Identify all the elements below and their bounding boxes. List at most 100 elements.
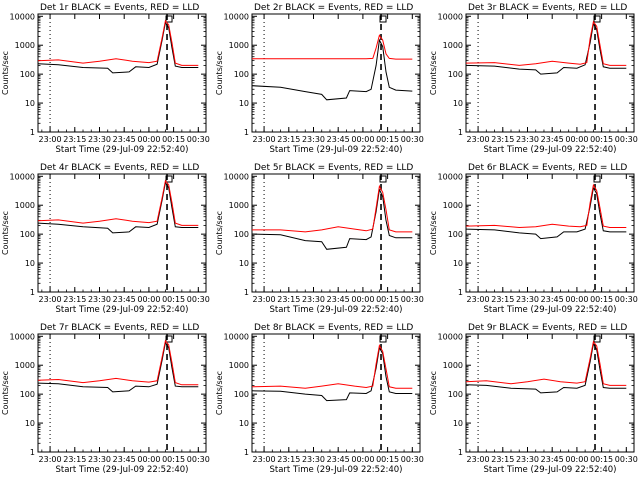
panel-title: Det 3r BLACK = Events, RED = LLD (468, 3, 627, 13)
x-tick-label: 00:00 (565, 135, 588, 144)
panel-title: Det 4r BLACK = Events, RED = LLD (40, 163, 199, 173)
x-tick-label: 23:15 (63, 135, 86, 144)
y-tick-label: 1 (30, 128, 35, 137)
x-tick-label: 00:15 (590, 295, 613, 304)
y-tick-label: 1 (458, 128, 463, 137)
peak-marker-box (165, 335, 173, 343)
x-tick-label: 23:15 (491, 135, 514, 144)
y-tick-label: 100 (234, 70, 249, 79)
x-tick-label: 23:00 (253, 135, 276, 144)
y-axis-label: Counts/sec (1, 51, 10, 95)
series-events-line (37, 341, 199, 393)
series-events-line (465, 22, 627, 75)
x-tick-label: 00:30 (187, 455, 210, 464)
y-tick-label: 100 (234, 390, 249, 399)
x-tick-label: 23:00 (467, 455, 490, 464)
plot-frame (465, 173, 635, 293)
series-lld-line (37, 179, 199, 226)
x-tick-label: 00:00 (351, 295, 374, 304)
x-axis-label: Start Time (29-Jul-09 22:52:40) (56, 305, 189, 315)
panel-det-3: Det 3r BLACK = Events, RED = LLD 1 10 100 10… (429, 3, 638, 155)
x-tick-label: 23:15 (277, 455, 300, 464)
series-lld-line (465, 20, 627, 66)
panel-title: Det 9r BLACK = Events, RED = LLD (468, 323, 627, 333)
y-tick-label: 100 (448, 390, 463, 399)
series-events-line (37, 21, 199, 74)
y-tick-label: 10 (239, 259, 249, 268)
y-tick-label: 100 (234, 230, 249, 239)
x-tick-label: 00:15 (590, 135, 613, 144)
x-tick-label: 23:45 (113, 135, 136, 144)
x-tick-label: 23:45 (113, 295, 136, 304)
panel-det-6: Det 6r BLACK = Events, RED = LLD 1 10 100 10… (429, 163, 638, 315)
y-tick-label: 1 (30, 448, 35, 457)
x-tick-label: 23:15 (63, 295, 86, 304)
x-tick-label: 23:45 (327, 455, 350, 464)
x-tick-label: 23:00 (39, 135, 62, 144)
y-tick-label: 1000 (15, 201, 35, 210)
x-tick-label: 23:00 (467, 295, 490, 304)
panel-title: Det 7r BLACK = Events, RED = LLD (40, 323, 199, 333)
x-tick-label: 00:15 (590, 455, 613, 464)
peak-marker-box (165, 15, 173, 23)
x-axis-label: Start Time (29-Jul-09 22:52:40) (270, 305, 403, 315)
y-tick-label: 10 (453, 259, 463, 268)
x-tick-label: 23:45 (327, 295, 350, 304)
x-axis-label: Start Time (29-Jul-09 22:52:40) (484, 305, 617, 315)
y-tick-label: 10 (453, 419, 463, 428)
y-tick-label: 1 (244, 288, 249, 297)
y-tick-label: 100 (20, 230, 35, 239)
x-tick-label: 23:15 (277, 135, 300, 144)
x-axis-label: Start Time (29-Jul-09 22:52:40) (56, 145, 189, 155)
panel-det-9: Det 9r BLACK = Events, RED = LLD 1 10 100 10… (429, 323, 638, 475)
x-tick-label: 00:00 (565, 455, 588, 464)
x-tick-label: 23:00 (467, 135, 490, 144)
series-events-line (37, 181, 199, 234)
panel-title: Det 2r BLACK = Events, RED = LLD (254, 3, 413, 13)
y-tick-label: 10000 (10, 332, 35, 341)
x-tick-label: 00:00 (137, 295, 160, 304)
panel-title: Det 6r BLACK = Events, RED = LLD (468, 163, 627, 173)
x-tick-label: 00:00 (137, 455, 160, 464)
y-tick-label: 10 (453, 99, 463, 108)
x-tick-label: 23:15 (63, 455, 86, 464)
y-tick-label: 1000 (15, 361, 35, 370)
x-tick-label: 23:00 (39, 455, 62, 464)
x-tick-label: 00:30 (401, 135, 424, 144)
y-axis-label: Counts/sec (215, 211, 224, 255)
panel-det-2: Det 2r BLACK = Events, RED = LLD 1 10 100 10… (215, 3, 424, 155)
x-tick-label: 23:30 (88, 295, 111, 304)
x-tick-label: 23:15 (491, 295, 514, 304)
y-tick-label: 10000 (224, 172, 249, 181)
x-tick-label: 23:45 (327, 135, 350, 144)
y-tick-label: 10000 (438, 12, 463, 21)
y-tick-label: 1000 (443, 201, 463, 210)
y-tick-label: 10000 (10, 12, 35, 21)
x-tick-label: 00:30 (401, 295, 424, 304)
x-tick-label: 00:00 (351, 135, 374, 144)
y-tick-label: 10 (239, 419, 249, 428)
panel-det-1: Det 1r BLACK = Events, RED = LLD 1 10 100 10… (1, 3, 210, 155)
peak-marker-box (593, 335, 601, 343)
x-axis-label: Start Time (29-Jul-09 22:52:40) (484, 145, 617, 155)
y-tick-label: 100 (448, 70, 463, 79)
series-lld-line (37, 339, 199, 386)
panel-det-5: Det 5r BLACK = Events, RED = LLD 1 10 100 10… (215, 163, 424, 315)
y-axis-label: Counts/sec (1, 371, 10, 415)
x-tick-label: 00:00 (565, 295, 588, 304)
y-tick-label: 1 (244, 128, 249, 137)
panel-det-7: Det 7r BLACK = Events, RED = LLD 1 10 100 10… (1, 323, 210, 475)
x-tick-label: 23:30 (516, 295, 539, 304)
panel-title: Det 1r BLACK = Events, RED = LLD (40, 3, 199, 13)
x-axis-label: Start Time (29-Jul-09 22:52:40) (270, 145, 403, 155)
series-lld-line (465, 340, 627, 386)
y-tick-label: 10 (25, 419, 35, 428)
x-axis-label: Start Time (29-Jul-09 22:52:40) (484, 465, 617, 475)
series-events-line (465, 342, 627, 394)
y-tick-label: 10000 (224, 332, 249, 341)
plot-frame (465, 13, 635, 133)
series-events-line (465, 186, 627, 240)
y-tick-label: 1 (458, 288, 463, 297)
